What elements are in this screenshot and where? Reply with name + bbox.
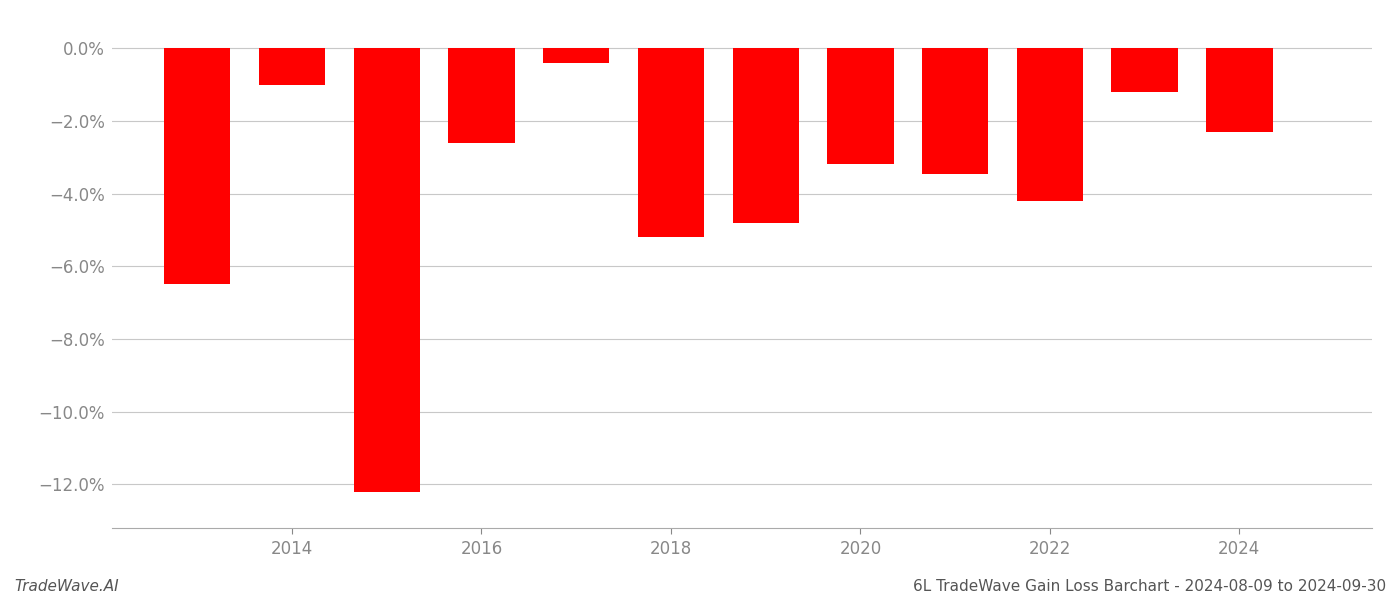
Bar [1112, 48, 1177, 92]
Text: TradeWave.AI: TradeWave.AI [14, 579, 119, 594]
Bar [1207, 48, 1273, 132]
Bar [1016, 48, 1084, 201]
Bar [164, 48, 231, 284]
Bar [638, 48, 704, 237]
Bar [923, 48, 988, 173]
Bar [827, 48, 893, 164]
Bar [354, 48, 420, 491]
Bar [259, 48, 325, 85]
Text: 6L TradeWave Gain Loss Barchart - 2024-08-09 to 2024-09-30: 6L TradeWave Gain Loss Barchart - 2024-0… [913, 579, 1386, 594]
Bar [732, 48, 799, 223]
Bar [448, 48, 515, 143]
Bar [543, 48, 609, 63]
